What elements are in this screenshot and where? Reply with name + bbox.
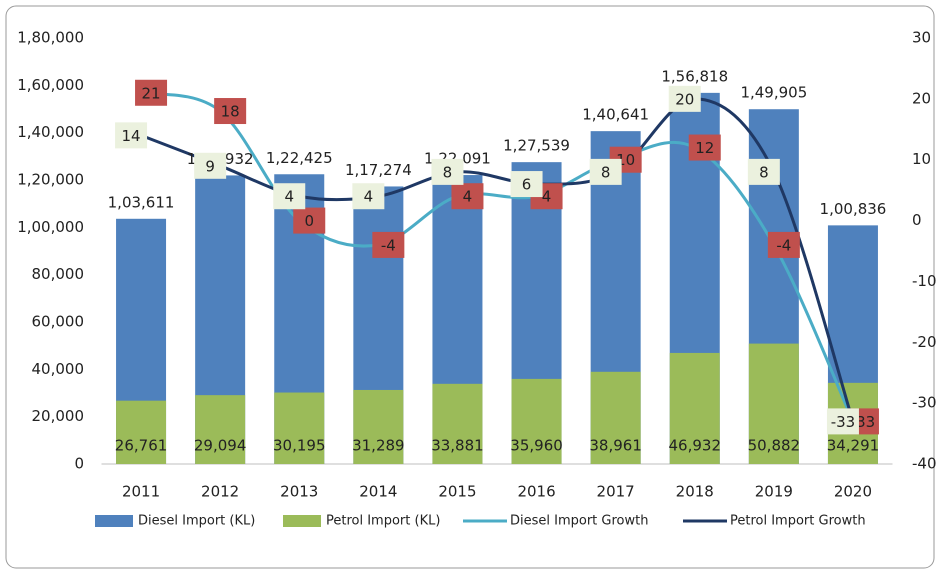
y-tick-label: 0	[74, 455, 84, 473]
data-label: 30,195	[273, 437, 326, 455]
data-label-box	[826, 408, 859, 435]
data-label-box	[767, 231, 800, 258]
data-label: 1,00,836	[820, 200, 887, 218]
data-label-box	[747, 158, 780, 185]
data-label: 12	[695, 139, 714, 157]
data-label: 20	[675, 90, 694, 108]
data-label: 1,17,274	[345, 161, 412, 179]
data-label: 1,03,611	[108, 193, 175, 211]
bar	[432, 383, 483, 464]
x-tick-label: 2015	[438, 483, 476, 501]
data-label: -33	[831, 413, 856, 431]
data-label: 1,56,818	[661, 67, 728, 85]
x-tick-label: 2018	[676, 483, 714, 501]
data-label: 1,40,641	[582, 106, 649, 124]
data-label-box	[194, 152, 227, 179]
x-tick-label: 2012	[201, 483, 239, 501]
data-label: 4	[542, 188, 552, 206]
data-label: 8	[443, 163, 453, 181]
x-tick-label: 2020	[834, 483, 872, 501]
data-label: 50,882	[748, 437, 801, 455]
bar	[590, 371, 641, 464]
data-label: 1,49,905	[740, 84, 807, 102]
y2-tick-label: -30	[912, 394, 937, 412]
y-tick-label: 1,00,000	[17, 218, 84, 236]
bar	[511, 378, 562, 464]
data-label: -4	[381, 236, 396, 254]
y2-tick-label: 0	[912, 211, 922, 229]
bar	[669, 352, 720, 464]
y-tick-label: 1,80,000	[17, 29, 84, 47]
y-tick-label: 40,000	[32, 360, 85, 378]
bar	[116, 400, 167, 464]
data-label: 14	[122, 127, 141, 145]
legend-swatch	[95, 515, 133, 527]
data-label: 26,761	[115, 437, 168, 455]
y2-tick-label: -20	[912, 333, 937, 351]
y2-tick-label: -10	[912, 272, 937, 290]
x-tick-label: 2016	[517, 483, 555, 501]
y-tick-label: 80,000	[32, 265, 85, 283]
data-label-box	[273, 183, 306, 210]
data-label-box	[510, 171, 543, 198]
data-label-box	[352, 183, 385, 210]
legend-label: Diesel Import Growth	[510, 514, 648, 529]
y-tick-label: 1,40,000	[17, 123, 84, 141]
x-tick-label: 2013	[280, 483, 318, 501]
data-label: 8	[601, 163, 611, 181]
y2-tick-label: 10	[912, 150, 931, 168]
data-label: 21	[142, 84, 161, 102]
bar	[748, 343, 799, 464]
data-label: 1,27,539	[503, 137, 570, 155]
data-label: 4	[364, 188, 374, 206]
data-label: 34,291	[827, 437, 880, 455]
legend-label: Diesel Import (KL)	[138, 514, 255, 529]
y-tick-label: 1,60,000	[17, 76, 84, 94]
data-label-box	[135, 79, 168, 106]
data-label: 18	[221, 103, 240, 121]
y2-tick-label: 30	[912, 29, 931, 47]
data-label: 33,881	[431, 437, 484, 455]
data-label: 46,932	[669, 437, 722, 455]
data-label: 6	[522, 176, 532, 194]
legend-label: Petrol Import Growth	[730, 514, 866, 529]
data-label-box	[589, 158, 622, 185]
data-label-box	[372, 231, 405, 258]
bar	[195, 395, 246, 464]
legend-swatch	[283, 515, 321, 527]
data-label: 29,094	[194, 437, 247, 455]
data-label: 0	[304, 212, 314, 230]
bar	[274, 392, 325, 464]
y-tick-label: 1,20,000	[17, 171, 84, 189]
y2-tick-label: 20	[912, 89, 931, 107]
data-label: 38,961	[589, 437, 642, 455]
line	[140, 91, 855, 423]
data-label-box	[451, 183, 484, 210]
data-label-box	[688, 134, 721, 161]
data-label-box	[115, 122, 148, 149]
y2-tick-label: -40	[912, 455, 937, 473]
data-label-box	[431, 158, 464, 185]
x-tick-label: 2011	[122, 483, 160, 501]
x-tick-label: 2017	[597, 483, 635, 501]
data-label: 4	[284, 188, 294, 206]
data-label-box	[668, 85, 701, 112]
legend-label: Petrol Import (KL)	[326, 514, 440, 529]
data-label: 4	[463, 188, 473, 206]
data-label: 8	[759, 163, 769, 181]
data-label: 35,960	[510, 437, 563, 455]
data-label-box	[214, 98, 247, 125]
x-tick-label: 2019	[755, 483, 793, 501]
data-label: -4	[776, 236, 791, 254]
x-tick-label: 2014	[359, 483, 397, 501]
data-label: 9	[205, 157, 215, 175]
data-label: 1,22,425	[266, 149, 333, 167]
data-label: 31,289	[352, 437, 405, 455]
y-tick-label: 60,000	[32, 313, 85, 331]
data-label-box	[293, 207, 326, 234]
bar	[353, 389, 404, 464]
y-tick-label: 20,000	[32, 407, 85, 425]
